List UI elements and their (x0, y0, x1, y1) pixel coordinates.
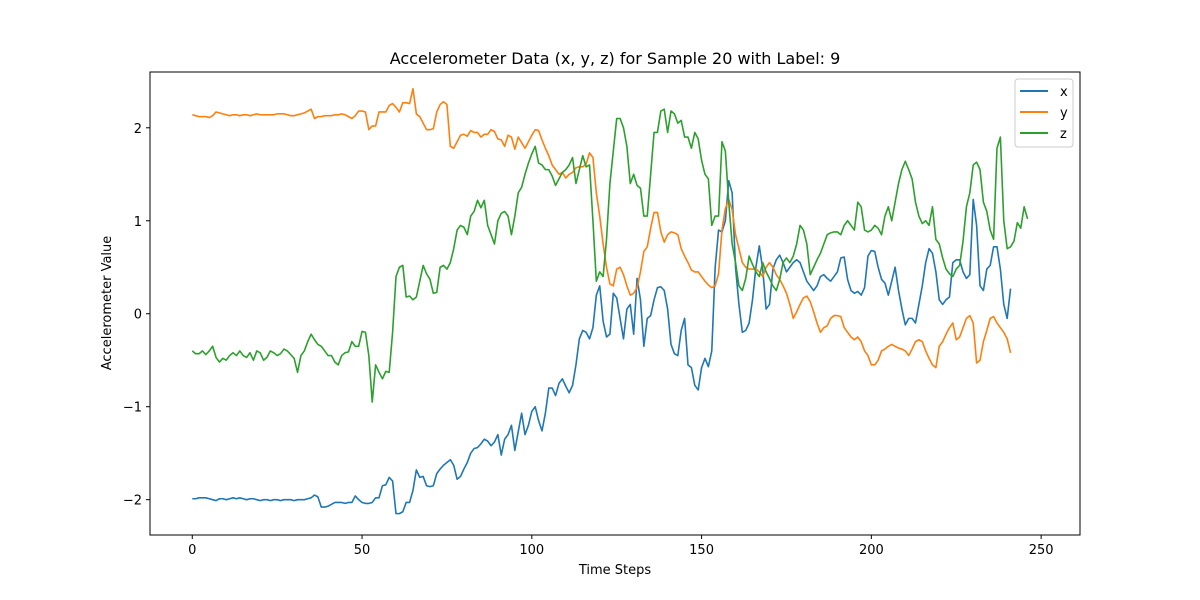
series-line-z (191, 108, 1029, 403)
chart-title: Accelerometer Data (x, y, z) for Sample … (390, 49, 841, 68)
y-tick-label: −1 (123, 401, 142, 416)
legend: xyz (1014, 78, 1074, 148)
x-tick-label: 50 (354, 543, 371, 558)
y-tick-label: 0 (134, 308, 142, 323)
series-line-x (192, 179, 1012, 515)
x-tick-label: 150 (689, 543, 714, 558)
x-axis: 0 50 100 150 200 250 (188, 535, 1054, 558)
legend-label-z: z (1060, 127, 1067, 142)
x-tick-label: 250 (1029, 543, 1054, 558)
series-line-y (192, 87, 1012, 369)
y-axis-label: Accelerometer Value (100, 236, 115, 371)
y-tick-label: −2 (123, 494, 142, 509)
y-axis: −2 −1 0 1 2 (123, 122, 150, 509)
x-tick-label: 200 (859, 543, 884, 558)
plot-area (149, 71, 1081, 536)
series-lines (191, 87, 1029, 515)
y-tick-label: 2 (134, 122, 142, 137)
legend-label-x: x (1060, 85, 1068, 100)
axes-frame (149, 71, 1081, 536)
y-tick-label: 1 (134, 215, 142, 230)
legend-label-y: y (1060, 106, 1068, 121)
x-tick-label: 0 (188, 543, 196, 558)
x-tick-label: 100 (519, 543, 544, 558)
x-axis-label: Time Steps (578, 563, 652, 578)
